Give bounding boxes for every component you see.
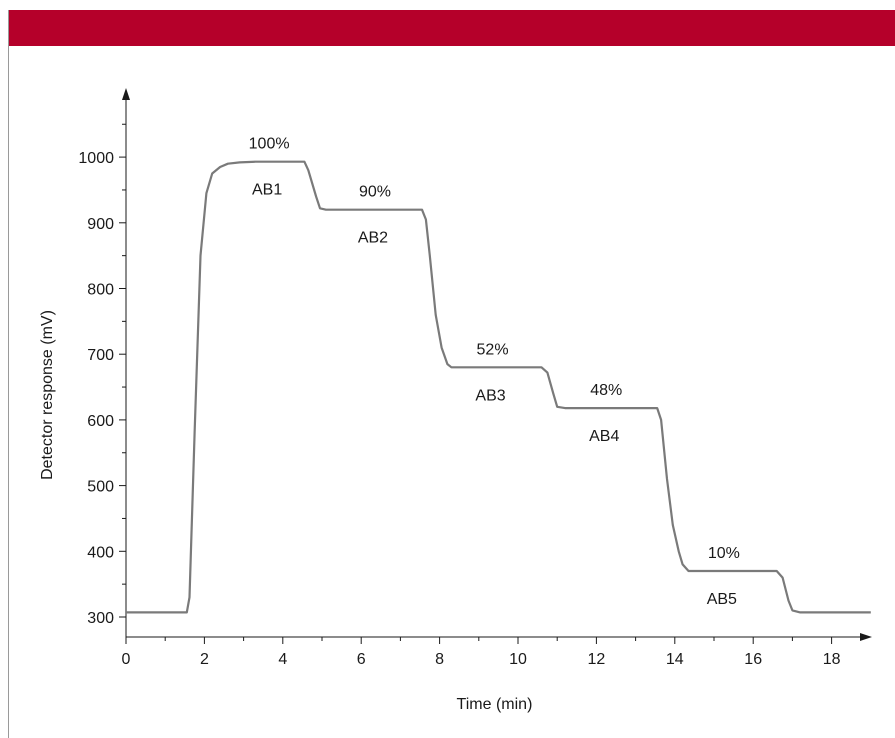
step-name-label: AB2 bbox=[358, 230, 388, 247]
chart-frame bbox=[8, 10, 895, 738]
header-bar bbox=[9, 10, 895, 46]
x-tick-label: 16 bbox=[744, 651, 762, 668]
x-axis-title: Time (min) bbox=[457, 696, 533, 713]
x-tick-label: 2 bbox=[200, 651, 209, 668]
y-tick-label: 600 bbox=[87, 413, 114, 430]
step-percent-label: 100% bbox=[249, 136, 290, 153]
y-axis-title: Detector response (mV) bbox=[39, 310, 56, 480]
step-name-label: AB3 bbox=[475, 387, 505, 404]
y-tick-label: 500 bbox=[87, 479, 114, 496]
x-axis-arrow bbox=[860, 633, 872, 641]
step-percent-label: 48% bbox=[590, 382, 622, 399]
y-axis-arrow bbox=[122, 88, 130, 100]
annotations: 100% AB1 90% AB2 52% AB3 48% AB4 10% AB5 bbox=[249, 136, 740, 608]
step-percent-label: 10% bbox=[708, 545, 740, 562]
y-tick-label: 900 bbox=[87, 216, 114, 233]
y-tick-label: 1000 bbox=[78, 150, 114, 167]
x-tick-label: 10 bbox=[509, 651, 527, 668]
x-ticks: 0 2 4 6 8 10 12 14 16 18 bbox=[122, 637, 841, 668]
step-percent-label: 52% bbox=[477, 341, 509, 358]
y-ticks: 300 400 500 600 700 800 900 1000 bbox=[78, 123, 126, 627]
x-tick-label: 18 bbox=[823, 651, 841, 668]
step-name-label: AB5 bbox=[707, 591, 737, 608]
x-tick-label: 6 bbox=[357, 651, 366, 668]
x-tick-label: 8 bbox=[435, 651, 444, 668]
detector-response-line bbox=[126, 160, 871, 614]
axes bbox=[122, 88, 872, 641]
y-tick-label: 800 bbox=[87, 282, 114, 299]
x-tick-label: 4 bbox=[278, 651, 287, 668]
y-tick-label: 300 bbox=[87, 610, 114, 627]
step-percent-label: 90% bbox=[359, 184, 391, 201]
x-tick-label: 0 bbox=[122, 651, 131, 668]
y-tick-label: 400 bbox=[87, 544, 114, 561]
x-tick-label: 12 bbox=[588, 651, 606, 668]
step-name-label: AB4 bbox=[589, 428, 619, 445]
step-name-label: AB1 bbox=[252, 182, 282, 199]
x-tick-label: 14 bbox=[666, 651, 684, 668]
y-tick-label: 700 bbox=[87, 347, 114, 364]
